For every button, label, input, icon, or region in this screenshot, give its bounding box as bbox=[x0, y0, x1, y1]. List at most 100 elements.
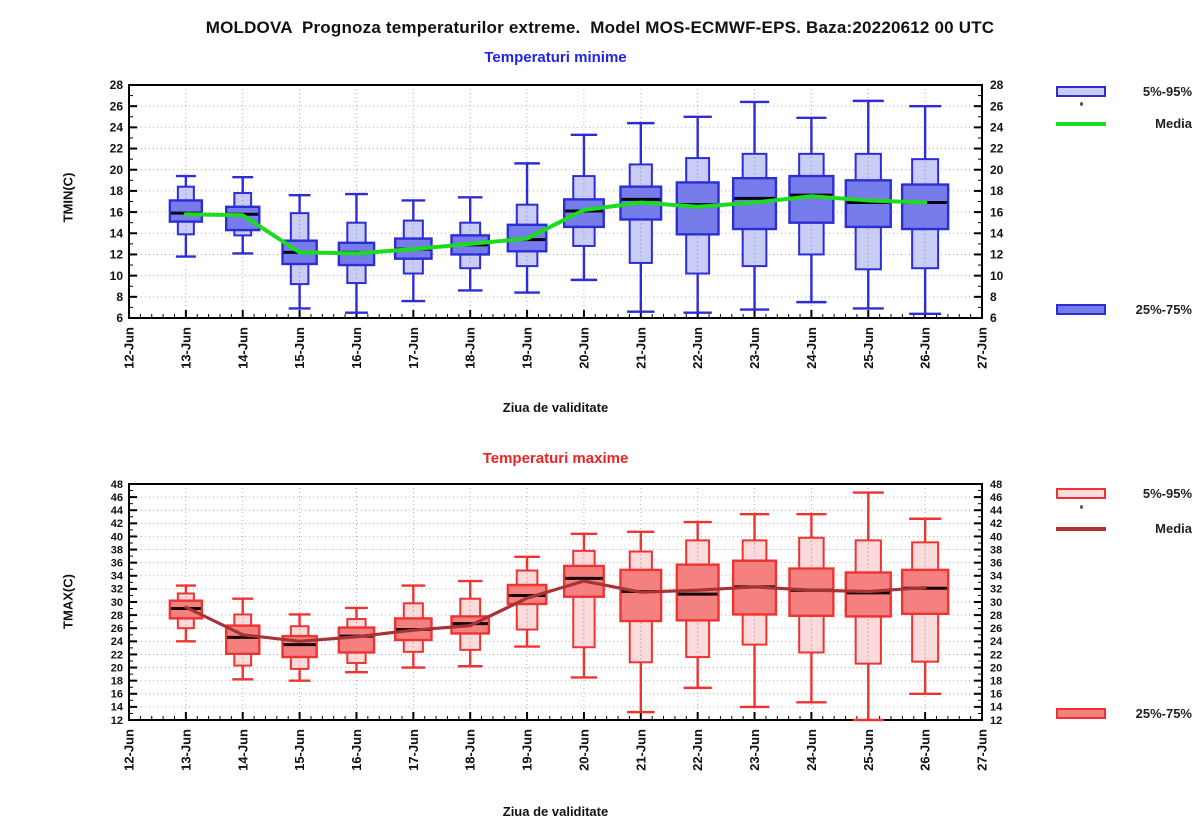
svg-text:22: 22 bbox=[990, 142, 1004, 156]
svg-text:22: 22 bbox=[990, 649, 1002, 661]
svg-text:14: 14 bbox=[110, 226, 124, 240]
svg-text:23-Jun: 23-Jun bbox=[747, 729, 762, 771]
legend-label-media: Media bbox=[1155, 116, 1192, 131]
legend-label-media: Media bbox=[1155, 521, 1192, 536]
svg-text:26: 26 bbox=[110, 99, 124, 113]
svg-text:16: 16 bbox=[990, 205, 1004, 219]
svg-text:42: 42 bbox=[111, 518, 123, 530]
svg-text:21-Jun: 21-Jun bbox=[633, 729, 648, 771]
legend-swatch-5-95-icon bbox=[1056, 488, 1106, 499]
svg-text:46: 46 bbox=[111, 492, 123, 504]
legend-swatch-25-75-icon bbox=[1056, 304, 1106, 315]
page-title: MOLDOVA Prognoza temperaturilor extreme.… bbox=[205, 18, 995, 37]
svg-text:38: 38 bbox=[111, 544, 123, 556]
svg-text:24: 24 bbox=[990, 636, 1003, 648]
svg-text:10: 10 bbox=[990, 269, 1004, 283]
svg-text:26: 26 bbox=[111, 623, 123, 635]
legend-label-5-95: 5%-95% bbox=[1142, 486, 1192, 501]
svg-text:19-Jun: 19-Jun bbox=[520, 327, 535, 369]
legend-item-5-95-tmax: 5%-95% bbox=[1056, 486, 1192, 501]
svg-text:26-Jun: 26-Jun bbox=[918, 729, 933, 771]
chart-title-tmin: Temperaturi minime bbox=[484, 49, 627, 66]
x-axis-title-bottom: Ziua de validitate bbox=[502, 804, 609, 819]
svg-text:6: 6 bbox=[990, 311, 997, 325]
y-axis-title-tmin: TMIN(C) bbox=[60, 172, 76, 223]
svg-text:17-Jun: 17-Jun bbox=[406, 327, 421, 369]
legend-point-marker-icon bbox=[1080, 102, 1083, 106]
svg-text:30: 30 bbox=[990, 597, 1002, 609]
legend-label-5-95: 5%-95% bbox=[1142, 84, 1192, 99]
legend-item-25-75-tmin: 25%-75% bbox=[1056, 302, 1192, 317]
svg-text:15-Jun: 15-Jun bbox=[292, 729, 307, 771]
svg-text:20: 20 bbox=[110, 163, 124, 177]
svg-text:44: 44 bbox=[990, 505, 1003, 517]
svg-text:15-Jun: 15-Jun bbox=[292, 327, 307, 369]
svg-text:13-Jun: 13-Jun bbox=[178, 327, 193, 369]
svg-text:48: 48 bbox=[990, 479, 1002, 491]
svg-text:27-Jun: 27-Jun bbox=[975, 729, 990, 771]
svg-text:12: 12 bbox=[110, 248, 124, 262]
svg-text:24: 24 bbox=[110, 121, 124, 135]
svg-text:23-Jun: 23-Jun bbox=[747, 327, 762, 369]
svg-text:28: 28 bbox=[111, 610, 123, 622]
svg-text:18: 18 bbox=[111, 676, 123, 688]
svg-text:16: 16 bbox=[111, 689, 123, 701]
svg-text:12-Jun: 12-Jun bbox=[122, 729, 137, 771]
svg-text:6: 6 bbox=[116, 311, 123, 325]
svg-text:28: 28 bbox=[990, 78, 1004, 92]
svg-text:18: 18 bbox=[990, 184, 1004, 198]
svg-text:21-Jun: 21-Jun bbox=[633, 327, 648, 369]
svg-text:18: 18 bbox=[110, 184, 124, 198]
legend-item-25-75-tmax: 25%-75% bbox=[1056, 706, 1192, 721]
svg-text:46: 46 bbox=[990, 492, 1002, 504]
svg-text:14-Jun: 14-Jun bbox=[235, 327, 250, 369]
svg-text:36: 36 bbox=[111, 558, 123, 570]
svg-text:40: 40 bbox=[990, 531, 1002, 543]
svg-text:32: 32 bbox=[990, 584, 1002, 596]
legend-media-line-icon bbox=[1056, 121, 1106, 126]
legend-label-25-75: 25%-75% bbox=[1135, 302, 1192, 317]
svg-text:26: 26 bbox=[990, 623, 1002, 635]
svg-text:24-Jun: 24-Jun bbox=[804, 327, 819, 369]
svg-text:22: 22 bbox=[110, 142, 124, 156]
svg-text:19-Jun: 19-Jun bbox=[520, 729, 535, 771]
svg-text:18-Jun: 18-Jun bbox=[463, 729, 478, 771]
legend-item-media-tmax: Media bbox=[1056, 521, 1192, 536]
svg-text:20-Jun: 20-Jun bbox=[576, 729, 591, 771]
svg-text:14: 14 bbox=[990, 226, 1004, 240]
svg-text:20: 20 bbox=[990, 662, 1002, 674]
svg-text:14-Jun: 14-Jun bbox=[235, 729, 250, 771]
svg-text:17-Jun: 17-Jun bbox=[406, 729, 421, 771]
svg-text:16-Jun: 16-Jun bbox=[349, 327, 364, 369]
svg-text:30: 30 bbox=[111, 597, 123, 609]
legend-label-25-75: 25%-75% bbox=[1135, 706, 1192, 721]
svg-text:26-Jun: 26-Jun bbox=[918, 327, 933, 369]
svg-text:16: 16 bbox=[110, 205, 124, 219]
chart-title-tmax: Temperaturi maxime bbox=[482, 450, 629, 467]
svg-text:28: 28 bbox=[110, 78, 124, 92]
svg-text:42: 42 bbox=[990, 518, 1002, 530]
legend-item-media-tmin: Media bbox=[1056, 116, 1192, 131]
svg-text:34: 34 bbox=[111, 571, 124, 583]
legend-item-5-95-tmin: 5%-95% bbox=[1056, 84, 1192, 99]
svg-text:8: 8 bbox=[116, 290, 123, 304]
svg-text:24: 24 bbox=[990, 121, 1004, 135]
svg-text:22-Jun: 22-Jun bbox=[690, 729, 705, 771]
legend-media-line-icon bbox=[1056, 526, 1106, 531]
svg-text:28: 28 bbox=[990, 610, 1002, 622]
svg-text:16: 16 bbox=[990, 689, 1002, 701]
svg-text:20: 20 bbox=[111, 662, 123, 674]
y-axis-title-tmax: TMAX(C) bbox=[60, 574, 76, 629]
legend-point-marker-icon bbox=[1080, 505, 1083, 509]
legend-swatch-5-95-icon bbox=[1056, 86, 1106, 97]
svg-text:18: 18 bbox=[990, 676, 1002, 688]
svg-text:12: 12 bbox=[990, 715, 1002, 727]
svg-text:10: 10 bbox=[110, 269, 124, 283]
svg-text:12: 12 bbox=[111, 715, 123, 727]
x-axis-title-top: Ziua de validitate bbox=[502, 400, 609, 415]
svg-text:8: 8 bbox=[990, 290, 997, 304]
svg-text:12: 12 bbox=[990, 248, 1004, 262]
svg-text:25-Jun: 25-Jun bbox=[861, 729, 876, 771]
svg-text:44: 44 bbox=[111, 505, 124, 517]
